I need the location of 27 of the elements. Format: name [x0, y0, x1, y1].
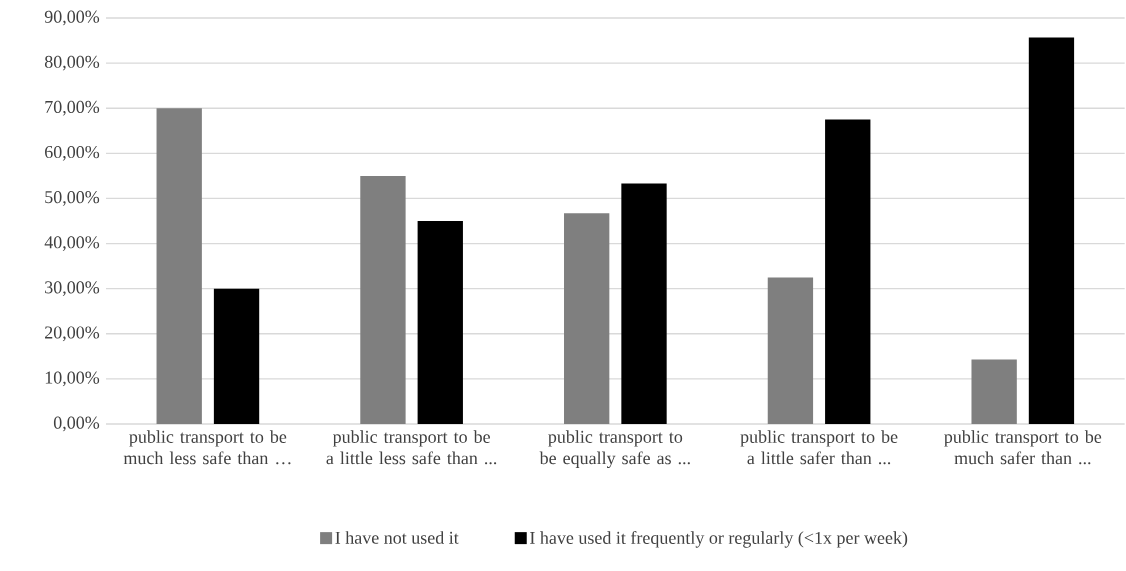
bar — [767, 277, 814, 424]
x-tick-label: public transport to be much less safe than … — [123, 430, 291, 465]
bar — [417, 221, 463, 424]
legend-label: I have used it frequently or regularly (<1x per week) — [530, 531, 908, 548]
bar — [825, 119, 871, 424]
bar — [213, 288, 260, 424]
bar — [564, 213, 610, 424]
y-tick-label: 60,00% — [45, 145, 100, 161]
x-tick-label: public transport to be equally safe as ... — [539, 430, 690, 468]
x-tick-label: public transport to be a little safer than ... — [740, 430, 898, 465]
bar — [971, 359, 1017, 424]
bar — [1028, 37, 1075, 424]
y-tick-label: 0,00% — [53, 416, 100, 432]
bar — [156, 108, 202, 424]
y-tick-label: 20,00% — [45, 326, 100, 342]
y-tick-label: 50,00% — [45, 191, 100, 206]
legend-label: I have not used it — [335, 531, 459, 544]
y-tick-label: 90,00% — [44, 10, 100, 26]
bar — [360, 175, 406, 424]
y-tick-label: 40,00% — [44, 236, 100, 251]
y-tick-label: 10,00% — [45, 371, 100, 387]
y-tick-label: 30,00% — [45, 281, 100, 297]
x-tick-label: public transport to be much safer than ... — [944, 430, 1102, 465]
y-tick-label: 80,00% — [44, 55, 100, 71]
x-tick-label: public transport to be a little less safe than ... — [326, 430, 497, 465]
y-tick-label: 70,00% — [45, 100, 100, 116]
bar — [621, 183, 667, 424]
